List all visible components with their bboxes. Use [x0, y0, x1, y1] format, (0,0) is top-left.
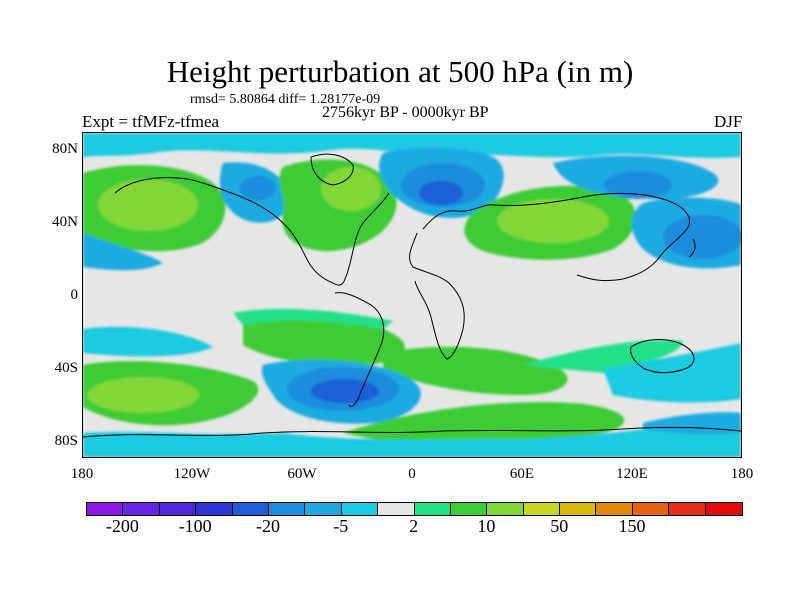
period-line: 2756kyr BP - 0000kyr BP: [322, 104, 489, 121]
colorbar-swatch: [414, 503, 451, 515]
colorbar-swatch: [341, 503, 379, 515]
asia-core: [497, 199, 609, 243]
n-pacific-core: [98, 179, 198, 231]
y-tick-80s: 80S: [54, 433, 78, 449]
colorbar-label: 150: [618, 516, 646, 536]
colorbar-label: -100: [178, 516, 212, 536]
colorbar-label: 50: [550, 516, 569, 536]
x-tick-0: 0: [408, 466, 416, 482]
y-tick-80n: 80N: [52, 141, 78, 157]
map-canvas: [83, 133, 741, 457]
x-tick-120e: 120E: [616, 466, 648, 482]
colorbar-label: 10: [477, 516, 496, 536]
x-tick-60e: 60E: [509, 466, 535, 482]
colorbar-swatch: [123, 503, 160, 515]
anomaly-map: [82, 132, 742, 458]
coast-australia: [630, 339, 695, 374]
colorbar-swatch: [523, 503, 561, 515]
s-america-fringe: [233, 308, 393, 329]
colorbar-swatch: [669, 503, 706, 515]
plot-title: Height perturbation at 500 hPa (in m): [166, 54, 634, 89]
w-na-core: [240, 176, 276, 200]
w-edge-negative: [83, 233, 163, 271]
colorbar-swatch: [87, 503, 124, 515]
colorbar-label: -5: [333, 516, 349, 536]
coast-eurasia: [422, 192, 690, 282]
coast-greenland: [310, 153, 354, 186]
colorbar: [86, 502, 744, 516]
colorbar-label: 2: [409, 516, 419, 536]
y-tick-0: 0: [70, 287, 79, 303]
siberia-core: [604, 171, 672, 199]
y-tick-40s: 40S: [54, 360, 78, 376]
x-tick-60w: 60W: [287, 466, 317, 482]
stats-line: rmsd= 5.80864 diff= 1.28177e-09: [190, 92, 381, 107]
x-tick-180w: 180: [70, 466, 94, 482]
s-atlantic-core: [311, 379, 379, 403]
colorbar-swatch: [450, 503, 488, 515]
colorbar-label: -200: [105, 516, 139, 536]
coastlines: [83, 153, 741, 438]
season-label: DJF: [714, 112, 743, 131]
coast-north-america: [114, 177, 390, 286]
colorbar-swatch: [705, 503, 743, 515]
antarctic-band: [83, 419, 741, 457]
nh-field: [83, 133, 741, 271]
colorbar-swatch: [596, 503, 633, 515]
colorbar-swatch: [632, 503, 670, 515]
x-tick-180e: 180: [730, 466, 754, 482]
colorbar-swatch: [268, 503, 306, 515]
experiment-label: Expt = tfMFz-tfmea: [82, 112, 220, 131]
antarctic-positive: [343, 402, 625, 444]
colorbar-swatch: [196, 503, 233, 515]
colorbar-swatch: [560, 503, 597, 515]
s-pacific-upper-negative: [83, 326, 213, 357]
colorbar-swatch: [159, 503, 197, 515]
colorbar-label: -20: [256, 516, 280, 536]
colorbar-swatch: [232, 503, 269, 515]
x-tick-120w: 120W: [173, 466, 211, 482]
coast-antarctica: [83, 426, 741, 438]
colorbar-swatch: [378, 503, 415, 515]
s-america-positive: [243, 313, 405, 366]
s-indian-fringe: [523, 340, 683, 373]
arctic-band: [83, 133, 741, 158]
coast-south-america: [334, 292, 385, 408]
nw-pacific-core: [663, 215, 741, 259]
coast-japan: [688, 238, 696, 258]
n-atlantic-core: [321, 167, 381, 211]
coast-africa: [409, 232, 465, 360]
colorbar-swatch: [487, 503, 524, 515]
y-tick-40n: 40N: [52, 214, 78, 230]
sh-field: [83, 308, 741, 457]
s-pacific-core: [87, 377, 199, 413]
s-indian-positive: [383, 346, 568, 395]
europe-core: [419, 181, 463, 205]
s-aus-negative: [603, 343, 741, 403]
colorbar-swatch: [305, 503, 342, 515]
